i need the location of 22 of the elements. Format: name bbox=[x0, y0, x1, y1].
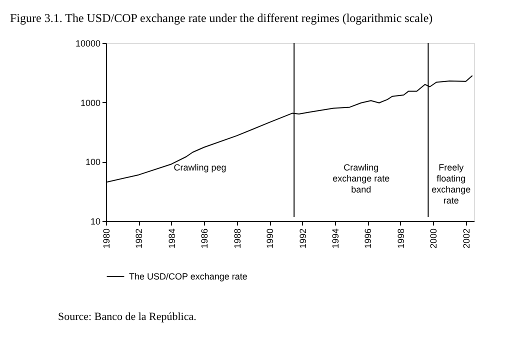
x-tick-label: 1980 bbox=[102, 228, 112, 249]
annotation: Crawling exchange rate band bbox=[332, 162, 390, 195]
annotation: Freely floating exchange rate bbox=[432, 162, 471, 206]
source-note: Source: Banco de la República. bbox=[58, 311, 197, 323]
y-tick-label: 10000 bbox=[75, 38, 100, 48]
x-tick-label: 1986 bbox=[200, 228, 210, 249]
x-tick-label: 1994 bbox=[330, 228, 340, 249]
chart-title: Figure 3.1. The USD/COP exchange rate under the different regimes (logarithmic scale) bbox=[10, 11, 433, 25]
x-tick-label: 1982 bbox=[134, 228, 144, 249]
x-tick-label: 1984 bbox=[166, 228, 177, 249]
x-tick-label: 1990 bbox=[265, 228, 276, 249]
x-tick-label: 1998 bbox=[396, 228, 406, 249]
x-tick-label: 1992 bbox=[298, 228, 308, 249]
x-tick-label: 1988 bbox=[232, 228, 242, 249]
x-tick-label: 2000 bbox=[428, 228, 439, 249]
x-tick-label: 1996 bbox=[363, 228, 374, 249]
annotation: Crawling peg bbox=[174, 162, 226, 173]
y-tick-label: 1000 bbox=[80, 98, 100, 108]
y-tick-label: 10 bbox=[90, 216, 100, 226]
y-tick-label: 100 bbox=[85, 157, 100, 168]
legend-label: The USD/COP exchange rate bbox=[129, 272, 248, 282]
x-tick-label: 2002 bbox=[461, 228, 472, 249]
